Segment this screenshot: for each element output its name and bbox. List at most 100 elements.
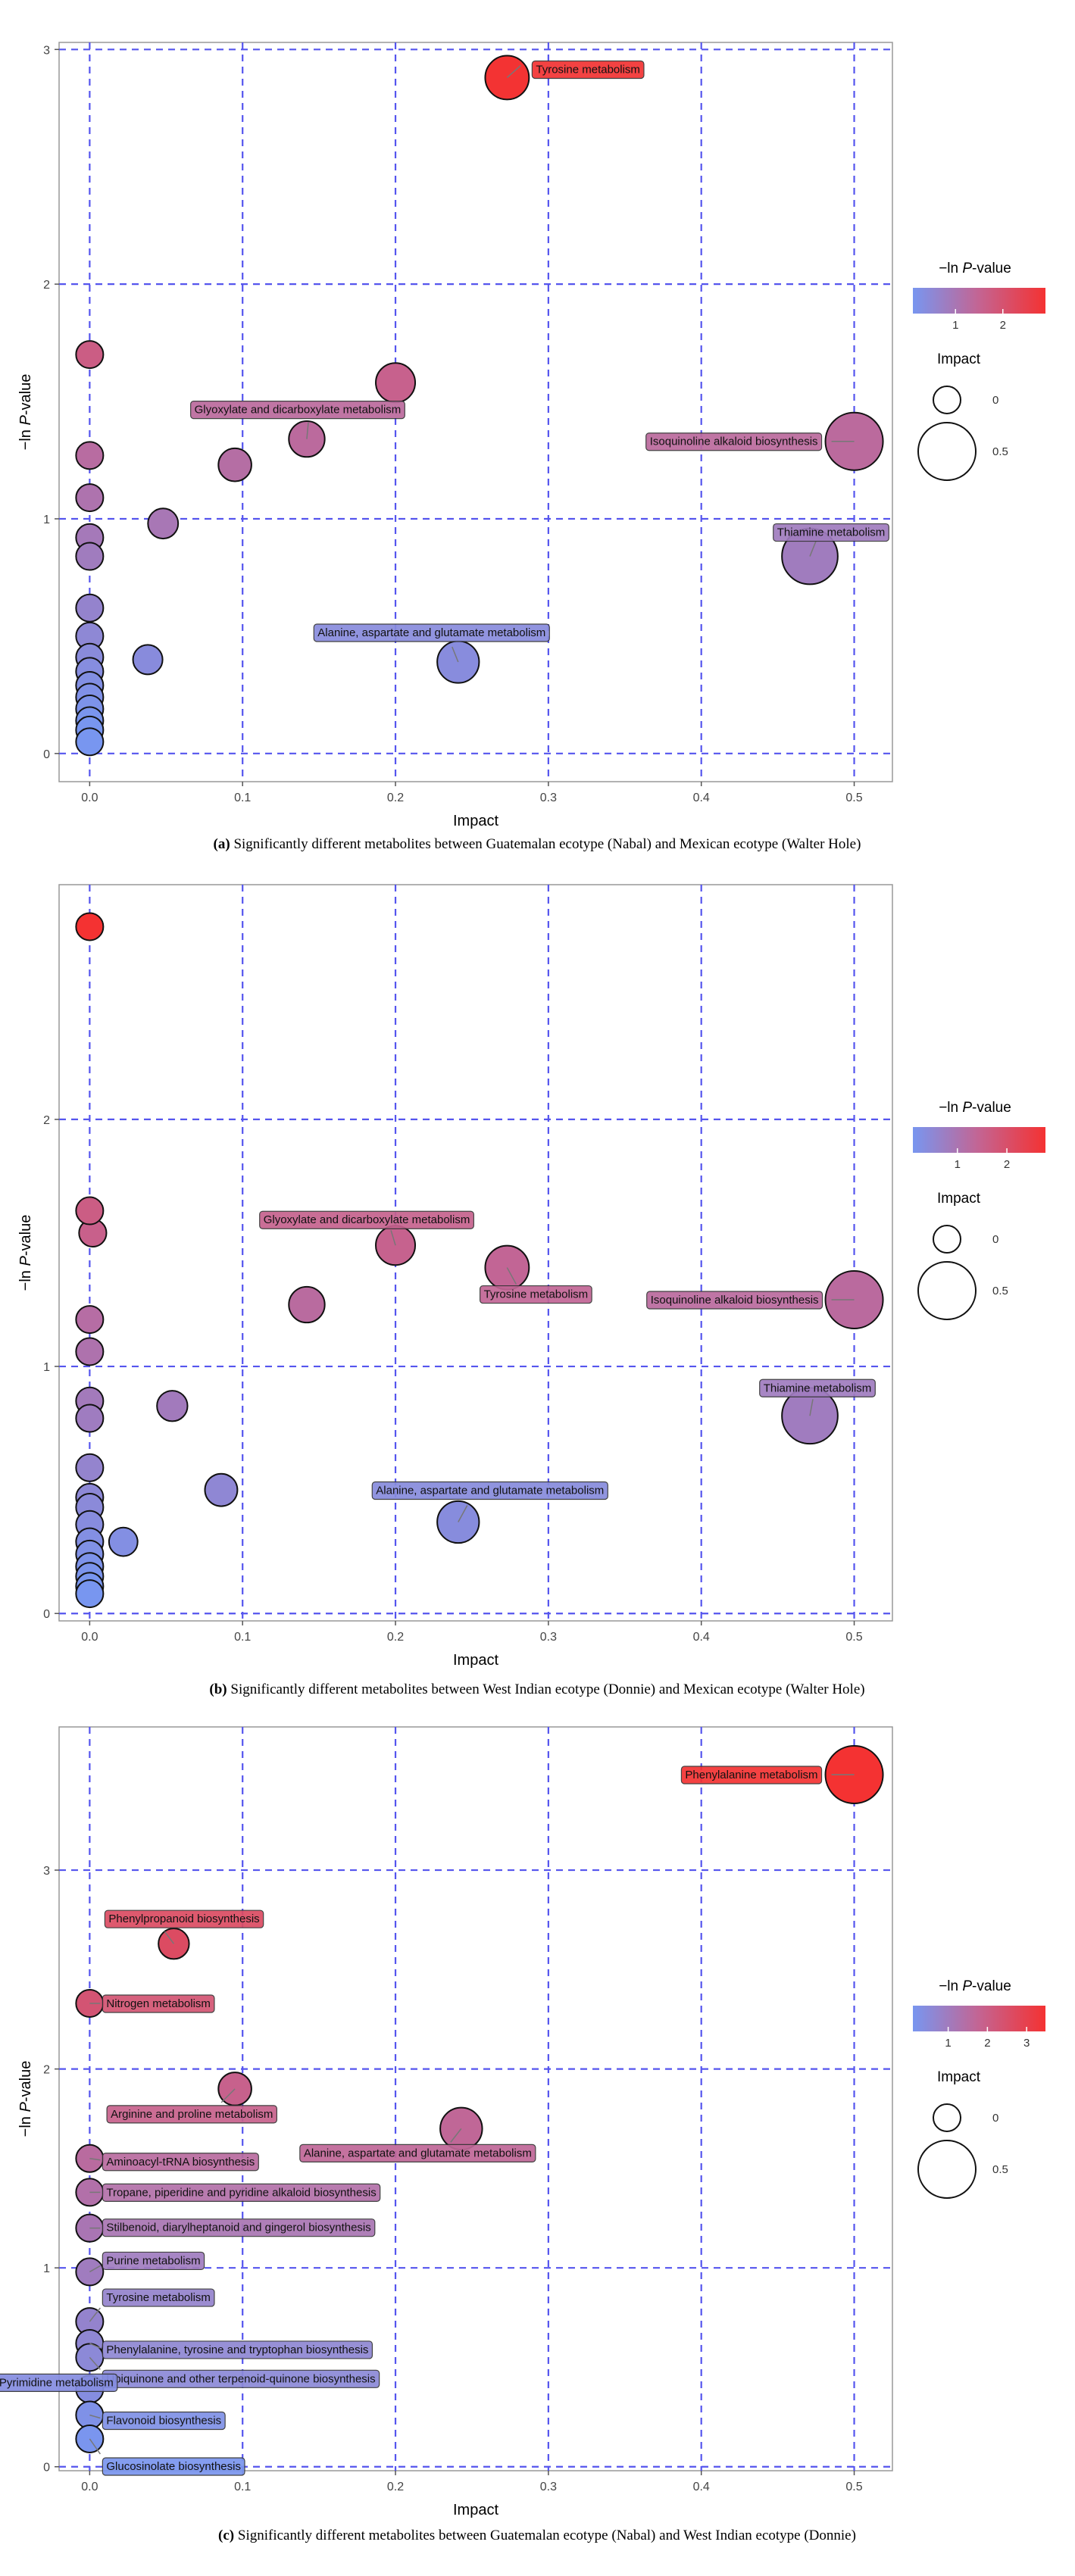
label-leader-line [89, 2438, 101, 2455]
color-legend-title-italic: P [962, 1100, 972, 1116]
point-label-box [773, 523, 889, 542]
data-point [75, 912, 105, 941]
point-label-box [102, 2183, 381, 2203]
point-label-box [102, 2340, 373, 2359]
data-point [436, 1500, 480, 1544]
point-label-box [759, 1379, 876, 1397]
x-tick-label: 0.0 [81, 2481, 98, 2493]
data-point [156, 1390, 189, 1422]
x-tick-label: 0.2 [387, 1631, 404, 1644]
panel-caption: (a) Significantly different metabolites … [214, 836, 861, 852]
data-point [75, 1337, 105, 1366]
point-label: Arginine and proline metabolism [111, 2108, 273, 2121]
point-label-group: Tyrosine metabolism [89, 2288, 215, 2322]
size-legend-circle [933, 2103, 961, 2132]
panel-caption: (b) Significantly different metabolites … [209, 1681, 864, 1697]
label-leader-line [89, 2414, 101, 2419]
y-axis-title-suffix: -value [17, 374, 34, 415]
color-legend-title: −ln P-value [939, 261, 1011, 276]
color-legend-title-suffix: -value [972, 1100, 1011, 1116]
x-tick-label: 0.1 [234, 792, 251, 804]
point-label-group: Purine metabolism [89, 2251, 205, 2273]
point-label: Pyrimidine metabolism [0, 2376, 114, 2389]
size-legend-label: 0 [992, 1233, 998, 1246]
point-label-group: Phenylalanine metabolism [680, 1766, 855, 1784]
point-label-group: Glucosinolate biosynthesis [89, 2438, 245, 2476]
point-label: Nitrogen metabolism [106, 1997, 211, 2010]
x-axis-title: Impact [453, 2502, 498, 2518]
point-label-group: Alanine, aspartate and glutamate metabol… [371, 1481, 608, 1522]
point-label-box [102, 2411, 226, 2431]
label-leader-line [89, 2356, 101, 2370]
point-label-box [645, 432, 823, 451]
data-point [75, 1305, 105, 1335]
size-legend-circle [917, 2140, 977, 2199]
data-point [75, 1453, 105, 1482]
point-label: Tyrosine metabolism [536, 63, 640, 76]
point-label-group: Flavonoid biosynthesis [89, 2411, 226, 2431]
x-tick-label: 0.2 [387, 792, 404, 804]
point-label-box [102, 2288, 215, 2307]
panel-caption-prefix: (b) [209, 1681, 227, 1697]
color-legend-title: −ln P-value [939, 1978, 1011, 1994]
point-label-group: Aminoacyl-tRNA biosynthesis [89, 2153, 259, 2172]
y-axis-title-prefix: −ln [17, 2112, 34, 2137]
label-leader-line [390, 1229, 396, 1246]
panel-caption-prefix: (c) [218, 2528, 234, 2543]
point-label-group: Phenylalanine, tyrosine and tryptophan b… [89, 2340, 373, 2359]
point-label-box [299, 2144, 536, 2162]
color-legend-tick-label: 1 [955, 1158, 961, 1171]
size-legend-label: 0 [992, 2112, 998, 2125]
label-leader-line [89, 2307, 101, 2322]
color-legend-title: −ln P-value [939, 1100, 1011, 1116]
x-tick-label: 0.5 [845, 792, 862, 804]
point-label-box [102, 2153, 259, 2172]
data-point [75, 441, 105, 470]
x-tick-label: 0.5 [845, 2481, 862, 2493]
point-label-group: Nitrogen metabolism [89, 1994, 215, 2013]
y-axis-title-italic: P [17, 1256, 34, 1266]
data-point [75, 483, 105, 513]
point-label: Phenylalanine metabolism [685, 1769, 817, 1781]
point-label: Aminoacyl-tRNA biosynthesis [106, 2156, 255, 2169]
label-leader-line [164, 1931, 174, 1944]
data-point [75, 542, 105, 571]
panel-caption-text: Significantly different metabolites betw… [233, 836, 861, 852]
x-tick-label: 0.1 [234, 1631, 251, 1644]
plot-frame [58, 1726, 893, 2471]
y-tick-label: 2 [43, 2064, 50, 2077]
panel-caption-text: Significantly different metabolites betw… [238, 2528, 856, 2543]
point-label: Glyoxylate and dicarboxylate metabolism [195, 404, 402, 417]
panel-caption-text: Significantly different metabolites betw… [230, 1681, 864, 1697]
point-label: Glyoxylate and dicarboxylate metabolism [264, 1213, 470, 1226]
size-legend-title: Impact [937, 1191, 981, 1207]
point-label-box [371, 1481, 608, 1500]
y-axis-title: −ln P-value [17, 2061, 34, 2137]
x-tick-label: 0.0 [81, 792, 98, 804]
point-label-box [102, 2251, 205, 2271]
point-label-group: Tyrosine metabolism [479, 1267, 592, 1304]
size-legend-label: 0.5 [992, 1285, 1008, 1297]
point-label-group: Arginine and proline metabolism [106, 2088, 278, 2124]
point-label-group: Ubiquinone and other terpenoid-quinone b… [89, 2356, 380, 2388]
x-tick-label: 0.4 [693, 2481, 710, 2493]
label-leader-line [220, 2088, 236, 2103]
point-label: Alanine, aspartate and glutamate metabol… [317, 626, 545, 639]
panel-caption-prefix: (a) [214, 836, 230, 852]
point-label: Tyrosine metabolism [484, 1288, 589, 1301]
y-tick-label: 1 [43, 514, 50, 526]
size-legend-circle [933, 1225, 961, 1254]
color-legend-bar [913, 288, 1045, 314]
point-label-group: Thiamine metabolism [773, 523, 889, 557]
color-legend-title-prefix: −ln [939, 1978, 962, 1994]
x-tick-label: 0.3 [540, 792, 557, 804]
data-point [204, 1472, 239, 1507]
x-axis-title: Impact [453, 813, 498, 829]
point-label: Tropane, piperidine and pyridine alkaloi… [106, 2186, 376, 2199]
y-axis-title-italic: P [17, 415, 34, 426]
point-label-group: Phenylpropanoid biosynthesis [104, 1909, 264, 1944]
point-label-group: Isoquinoline alkaloid biosynthesis [646, 1291, 855, 1310]
